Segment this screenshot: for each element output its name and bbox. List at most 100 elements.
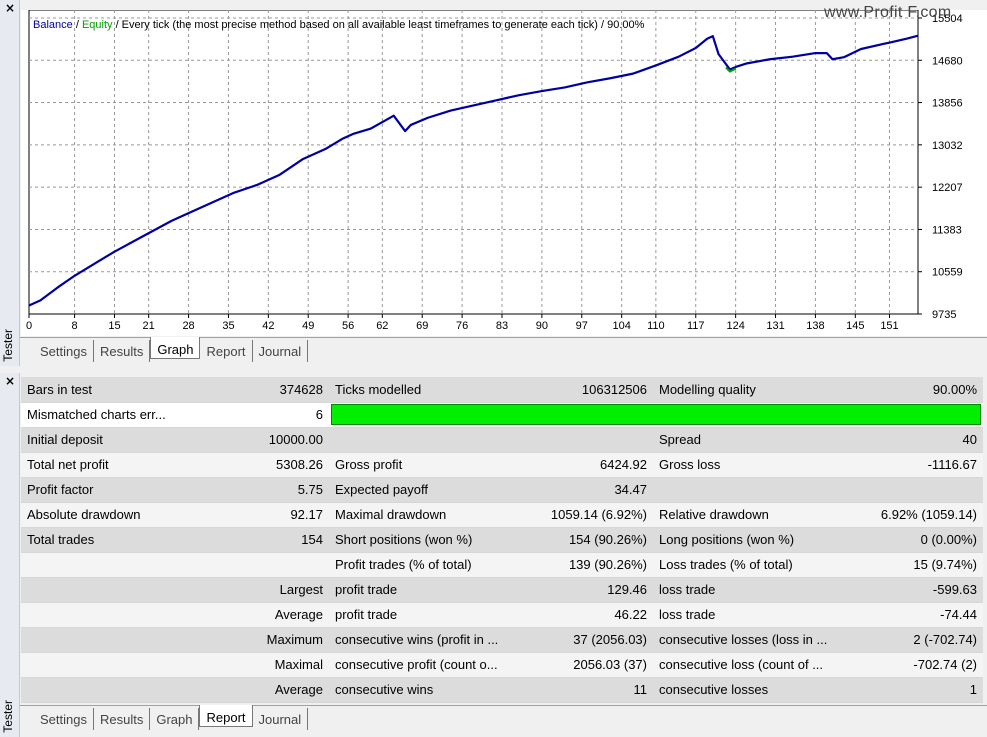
series-line-balance [28,34,919,307]
x-tick-label: 35 [222,320,234,332]
top-tab-report[interactable]: Report [200,340,253,362]
report-row: Bars in test 374628 Ticks modelled 10631250… [21,377,983,403]
report-cell-label-a [21,577,181,603]
tester-graph-panel: × Tester 9735 10559 11383 12207 13032 13856 14… [0,0,987,366]
report-cell-label-b: Gross profit [329,452,519,478]
tester-side-title-bottom: Tester [1,700,15,733]
report-cell-value-a: Average [181,602,329,628]
report-cell-value-c: 40 [848,427,983,453]
report-cell-value-a: 92.17 [181,502,329,528]
tester-side-strip: × Tester [0,0,20,366]
tester-side-strip-bottom: × Tester [0,373,20,737]
report-cell-value-a: Maximal [181,652,329,678]
report-cell-value-b: 6424.92 [519,452,653,478]
report-cell-label-c: consecutive losses [653,677,848,703]
report-cell-value-b: 1059.14 (6.92%) [519,502,653,528]
x-tick-label: 76 [456,320,468,332]
top-tab-results[interactable]: Results [94,340,151,362]
report-cell-label-a: Total trades [21,527,181,553]
tester-report-panel: × Tester Bars in test 374628 Ticks modelle… [0,373,987,737]
x-tick-label: 21 [143,320,155,332]
report-row: Largest profit trade 129.46 loss trade -599.… [21,577,983,603]
bottom-tab-settings[interactable]: Settings [34,708,94,730]
report-cell-value-b: 46.22 [519,602,653,628]
y-tick-label: 14680 [932,55,963,67]
report-cell-value-a [181,552,329,578]
report-cell-label-b [329,427,519,453]
report-cell-value-a: 6 [181,402,329,428]
close-icon[interactable]: × [5,1,16,15]
legend-separator: / [72,19,82,31]
x-tick-label: 62 [376,320,388,332]
report-cell-value-b: 139 (90.26%) [519,552,653,578]
report-cell-label-b: consecutive wins [329,677,519,703]
report-cell-label-b: Profit trades (% of total) [329,552,519,578]
report-row: Profit trades (% of total) 139 (90.26%) Lo… [21,552,983,578]
report-cell-value-c [848,477,983,503]
x-tick-label: 8 [72,320,78,332]
report-cell-label-c: Relative drawdown [653,502,848,528]
x-tick-label: 145 [846,320,864,332]
report-cell-label-c: Gross loss [653,452,848,478]
report-cell-value-b: 2056.03 (37) [519,652,653,678]
bottom-tab-graph[interactable]: Graph [150,708,200,730]
report-cell-value-a: 5308.26 [181,452,329,478]
report-row: Maximum consecutive wins (profit in ... 37… [21,627,983,653]
report-row: Absolute drawdown 92.17 Maximal drawdown 10… [21,502,983,528]
close-icon[interactable]: × [5,374,16,388]
x-tick-label: 28 [182,320,194,332]
x-tick-label: 138 [806,320,824,332]
report-cell-label-c: Loss trades (% of total) [653,552,848,578]
report-cell-label-c: Long positions (won %) [653,527,848,553]
x-tick-label: 124 [726,320,744,332]
top-tab-settings[interactable]: Settings [34,340,94,362]
bottom-tab-results[interactable]: Results [94,708,151,730]
watermark: www.Profit F.com [824,4,952,21]
modelling-quality-bar [331,404,981,425]
bottom-tab-report[interactable]: Report [199,705,253,727]
report-cell-label-b: consecutive wins (profit in ... [329,627,519,653]
report-cell-label-a [21,552,181,578]
report-cell-value-c: -702.74 (2) [848,652,983,678]
report-cell-value-a: 10000.00 [181,427,329,453]
report-cell-label-a: Initial deposit [21,427,181,453]
report-table: Bars in test 374628 Ticks modelled 10631250… [21,377,983,703]
legend-balance: Balance [33,19,73,31]
report-cell-label-a [21,677,181,703]
x-tick-label: 56 [342,320,354,332]
x-tick-label: 117 [687,320,705,332]
report-cell-value-a: Maximum [181,627,329,653]
report-row: Initial deposit 10000.00 Spread 40 [21,427,983,453]
report-cell-value-c: 6.92% (1059.14) [848,502,983,528]
report-cell-label-b: Ticks modelled [329,377,519,403]
report-cell-value-b: 129.46 [519,577,653,603]
report-row: Total net profit 5308.26 Gross profit 6424.… [21,452,983,478]
report-cell-value-b: 106312506 [519,377,653,403]
report-cell-value-b: 154 (90.26%) [519,527,653,553]
report-cell-label-c: loss trade [653,602,848,628]
x-tick-label: 131 [766,320,784,332]
legend-equity: Equity [81,19,113,31]
x-tick-label: 151 [880,320,898,332]
top-tab-journal[interactable]: Journal [253,340,309,362]
tester-side-title: Tester [1,329,15,362]
report-cell-label-c [653,477,848,503]
y-tick-label: 13032 [932,140,963,152]
report-cell-label-c: Spread [653,427,848,453]
x-tick-label: 42 [262,320,274,332]
legend-description: / Every tick (the most precise method ba… [112,19,645,31]
report-cell-label-a [21,627,181,653]
x-tick-label: 69 [416,320,428,332]
bottom-tab-journal[interactable]: Journal [253,708,309,730]
report-cell-value-b: 34.47 [519,477,653,503]
report-cell-value-a: 5.75 [181,477,329,503]
report-row: Profit factor 5.75 Expected payoff 34.47 [21,477,983,503]
tester-tabs-top: Settings Results Graph Report Journal [20,337,987,363]
top-tab-graph[interactable]: Graph [150,337,201,359]
report-cell-value-b: 37 (2056.03) [519,627,653,653]
y-tick-label: 11383 [932,224,962,236]
report-cell-value-c: 15 (9.74%) [848,552,983,578]
y-tick-label: 9735 [932,309,956,321]
chart-legend: Balance / Equity / Every tick (the most … [33,19,644,31]
x-tick-label: 104 [612,320,630,332]
